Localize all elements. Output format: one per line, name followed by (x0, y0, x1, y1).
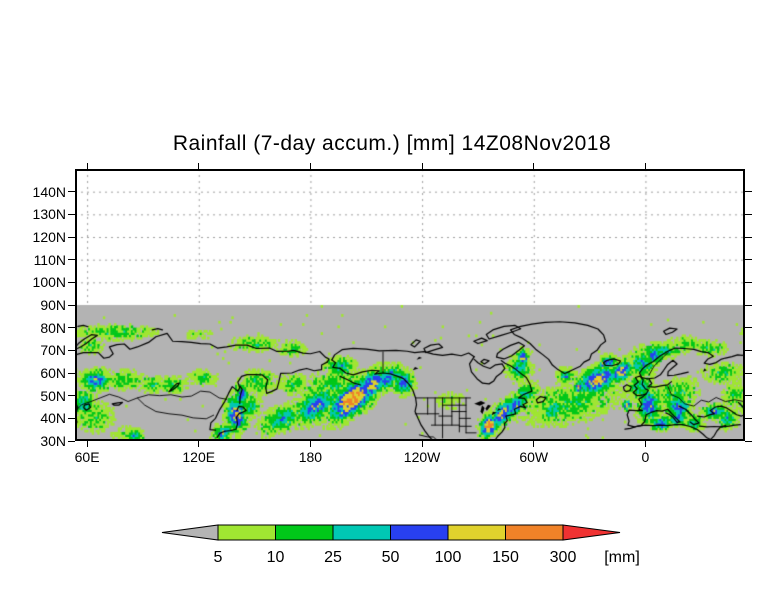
lat-tick-label: 110N (33, 251, 66, 268)
legend-underflow-arrow (161, 524, 219, 541)
lat-tick (68, 191, 75, 193)
lat-tick-label: 50N (40, 387, 66, 404)
lon-tick (533, 441, 535, 447)
lat-tick (745, 281, 752, 283)
lon-tick-label: 0 (641, 449, 650, 465)
lat-tick (68, 372, 75, 374)
lat-tick (745, 417, 752, 419)
legend-tick-label: 300 (550, 549, 577, 566)
legend-tick-label: 50 (382, 549, 400, 566)
lon-tick (198, 163, 200, 169)
lat-tick (68, 304, 75, 306)
lat-tick (745, 372, 752, 374)
lat-tick-label: 130N (32, 206, 66, 223)
lat-tick (68, 395, 75, 397)
lat-tick-label: 120N (32, 229, 66, 245)
lat-tick (68, 281, 75, 283)
legend-segment (275, 524, 334, 541)
lat-tick (68, 349, 75, 351)
lat-tick (745, 395, 752, 397)
lat-tick (745, 191, 752, 193)
legend-unit-label: [mm] (604, 549, 640, 566)
legend-segment (390, 524, 449, 541)
lon-tick (309, 441, 311, 447)
lat-tick-label: 100N (32, 274, 66, 291)
lat-tick-label: 70N (40, 342, 66, 359)
lat-tick (68, 440, 75, 442)
legend-tick-label: 100 (435, 549, 462, 566)
lon-tick (644, 163, 646, 169)
map-frame (75, 169, 745, 441)
lat-tick-label: 60N (40, 365, 66, 381)
lat-tick-label: 90N (40, 297, 66, 313)
lat-tick-label: 30N (40, 433, 66, 449)
legend-tick-label: 10 (267, 549, 285, 566)
lon-tick (421, 441, 423, 447)
lon-tick (86, 163, 88, 169)
lat-tick (68, 259, 75, 261)
legend-overflow-arrow (562, 524, 621, 541)
lon-tick (86, 441, 88, 447)
legend-tick-label: 150 (492, 549, 519, 566)
lon-tick-label: 60E (74, 449, 100, 465)
lat-tick-label: 40N (40, 410, 66, 427)
lat-tick (68, 327, 75, 329)
legend-tick-label: 25 (324, 549, 342, 566)
lon-tick-label: 60W (519, 449, 549, 465)
lat-tick (745, 259, 752, 261)
legend-segment (447, 524, 506, 541)
lon-tick-label: 180 (298, 449, 323, 465)
lon-tick (309, 163, 311, 169)
lat-tick (745, 349, 752, 351)
legend-segment (217, 524, 276, 541)
legend-segment (505, 524, 564, 541)
colorbar: 5 10 25 50 100 150 300 [mm] (161, 524, 640, 566)
lat-tick (745, 440, 752, 442)
map-canvas (75, 169, 745, 441)
chart-title: Rainfall (7-day accum.) [mm] 14Z08Nov201… (172, 132, 612, 155)
lat-tick (745, 236, 752, 238)
lon-tick-label: 120W (403, 449, 441, 465)
lon-tick (198, 441, 200, 447)
lat-tick (745, 304, 752, 306)
lat-tick (68, 213, 75, 215)
lon-tick-label: 120E (182, 449, 216, 465)
lon-tick (644, 441, 646, 447)
lon-tick (533, 163, 535, 169)
lat-tick-label: 80N (40, 319, 66, 336)
lat-tick (68, 417, 75, 419)
lat-tick (68, 236, 75, 238)
lon-tick (421, 163, 423, 169)
lat-tick (745, 213, 752, 215)
legend-segment (332, 524, 391, 541)
lat-tick-label: 140N (32, 183, 66, 200)
legend-tick-label: 5 (214, 549, 223, 566)
lat-tick (745, 327, 752, 329)
